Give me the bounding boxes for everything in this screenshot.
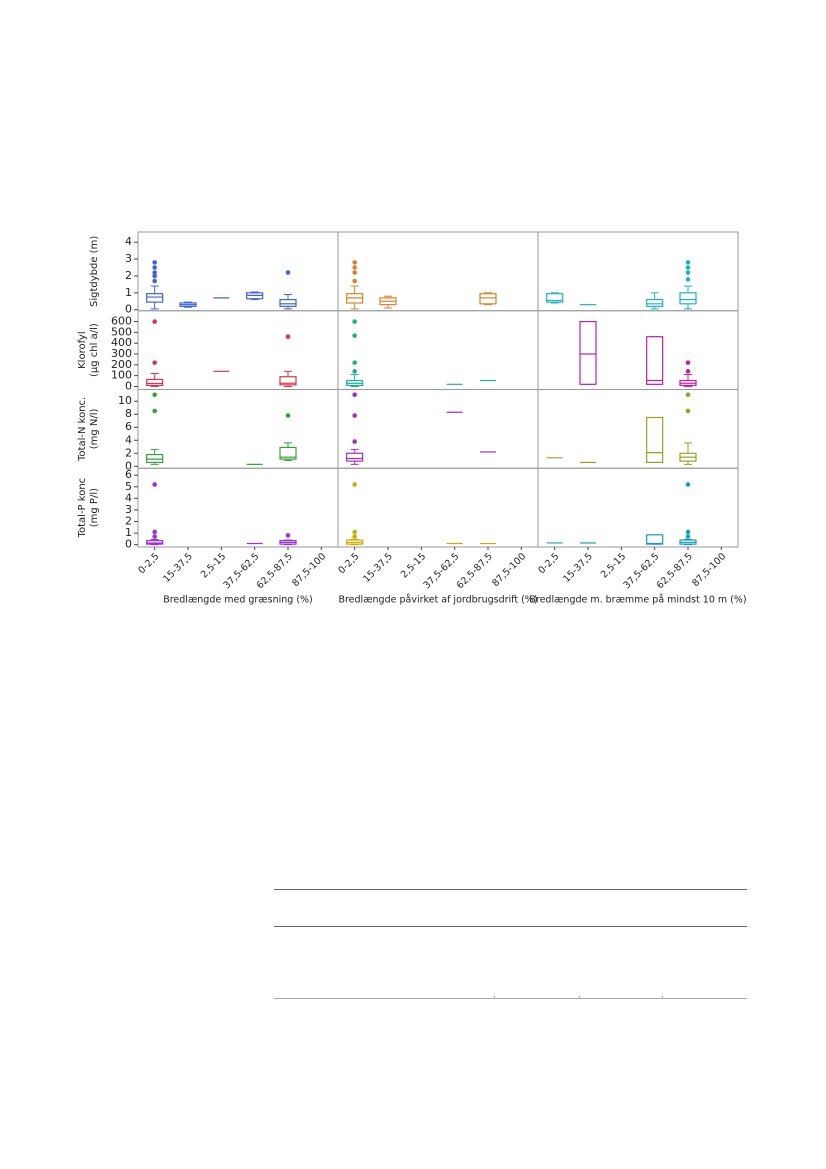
outlier [152, 529, 157, 535]
outlier [285, 533, 291, 538]
outlier [685, 369, 691, 374]
facet-label: Bredlængde med græsning (%) [163, 595, 313, 606]
box [146, 378, 164, 386]
y-tick-label: 5 [125, 480, 132, 493]
box [146, 453, 164, 463]
outlier [152, 392, 157, 398]
box [279, 446, 297, 460]
panel-frame [537, 467, 739, 548]
outlier [685, 260, 691, 265]
y-tick-label: 0 [125, 538, 132, 551]
facet-label: Bredlængde m. bræmme på mindst 10 m (%) [529, 595, 746, 606]
outlier [152, 482, 157, 487]
outlier [352, 360, 357, 365]
y-tick-label: 6 [125, 468, 132, 481]
y-tick-label: 100 [111, 369, 132, 382]
y-tick-label: 300 [111, 347, 132, 360]
outlier [352, 319, 357, 324]
box [646, 298, 664, 307]
outlier [352, 265, 357, 270]
outlier [352, 270, 357, 275]
outlier [685, 360, 691, 365]
facet-label: Bredlængde påvirket af jordbrugsdrift (%… [338, 595, 537, 606]
outlier [685, 392, 691, 398]
y-tick-label: 0 [125, 459, 132, 472]
y-tick-label: 3 [125, 252, 132, 265]
y-tick-label: 400 [111, 336, 132, 349]
outlier [152, 534, 157, 539]
outlier [352, 333, 357, 338]
y-axis-title: Total-P konc [77, 478, 88, 539]
y-tick-label: 2 [125, 515, 132, 528]
y-axis-title: (mg N/l) [89, 408, 100, 449]
outlier [152, 408, 157, 414]
outlier [685, 265, 691, 270]
outlier [352, 413, 357, 418]
y-tick-label: 3 [125, 503, 132, 516]
y-axis-title: Sigtdybde (m) [89, 236, 100, 307]
box [579, 320, 597, 385]
outlier [152, 319, 157, 324]
outlier [152, 270, 157, 275]
y-tick-label: 4 [125, 235, 132, 248]
outlier [152, 360, 157, 365]
outlier [152, 260, 157, 265]
y-tick-label: 500 [111, 325, 132, 338]
y-tick-label: 0 [125, 303, 132, 316]
outlier [285, 334, 291, 340]
y-axis-title: (mg P/l) [89, 488, 100, 527]
outlier [285, 270, 291, 275]
y-tick-label: 0 [125, 379, 132, 392]
y-axis-title: (µg chl a/l) [89, 323, 100, 377]
box [679, 292, 697, 305]
y-axis-title: Klorofyl [77, 331, 88, 369]
outlier [352, 260, 357, 265]
y-tick-label: 200 [111, 358, 132, 371]
outlier [685, 270, 691, 275]
box [279, 376, 297, 386]
outlier [352, 529, 357, 535]
outlier [685, 529, 691, 535]
box [546, 293, 564, 303]
outlier [152, 265, 157, 270]
y-tick-label: 2 [125, 269, 132, 282]
y-tick-label: 10 [118, 394, 132, 407]
box [146, 293, 164, 303]
box [279, 298, 297, 307]
box [479, 293, 497, 305]
y-tick-label: 4 [125, 491, 132, 504]
outlier [285, 413, 291, 418]
outlier [352, 534, 357, 539]
y-tick-label: 6 [125, 420, 132, 433]
y-axis-title: Total-N konc. [77, 397, 88, 462]
table-rules [274, 889, 747, 999]
y-tick-label: 4 [125, 433, 132, 446]
outlier [352, 439, 357, 444]
box [346, 452, 364, 462]
y-tick-label: 1 [125, 526, 132, 539]
outlier [685, 277, 691, 282]
y-tick-label: 8 [125, 407, 132, 420]
outlier [685, 534, 691, 539]
outlier [352, 482, 357, 487]
y-tick-label: 2 [125, 446, 132, 459]
outlier [352, 392, 357, 398]
outlier [685, 482, 691, 487]
outlier [152, 278, 157, 284]
y-tick-label: 600 [111, 315, 132, 328]
box [646, 336, 664, 385]
outlier [152, 273, 157, 279]
outlier [685, 408, 691, 414]
outlier [352, 278, 357, 284]
box [646, 416, 664, 463]
y-tick-label: 1 [125, 286, 132, 299]
box [646, 534, 664, 545]
outlier [352, 369, 357, 374]
